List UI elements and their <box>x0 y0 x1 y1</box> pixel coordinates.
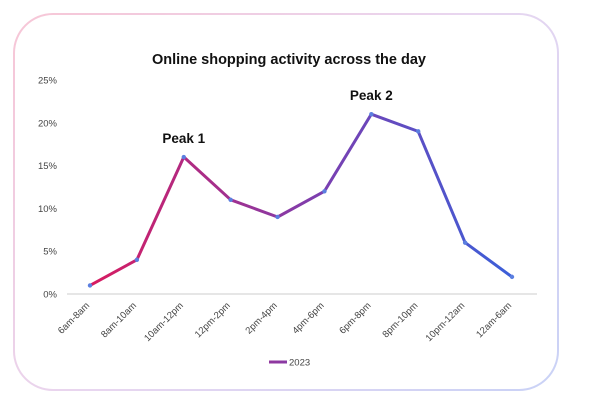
legend: 2023 <box>269 358 310 369</box>
x-tick-label: 8pm-10pm <box>380 300 420 340</box>
data-points <box>87 112 515 288</box>
x-tick-label: 2pm-4pm <box>244 300 280 336</box>
x-tick-label: 8am-10am <box>99 300 139 340</box>
chart-title: Online shopping activity across the day <box>152 52 426 68</box>
x-tick-label: 6pm-8pm <box>337 300 373 336</box>
data-point <box>228 197 233 203</box>
data-point <box>181 154 186 160</box>
y-tick-label: 20% <box>38 118 58 129</box>
x-tick-label: 12pm-2pm <box>193 300 233 340</box>
data-point <box>369 112 374 117</box>
y-tick-label: 10% <box>38 204 58 215</box>
y-tick-label: 0% <box>43 290 57 301</box>
x-tick-label: 10am-12pm <box>142 300 186 344</box>
data-point <box>322 189 327 194</box>
data-point <box>462 240 468 245</box>
x-tick-label: 12am-6am <box>474 300 514 340</box>
data-point <box>87 283 93 288</box>
x-axis-ticks: 6am-8am 8am-10am 10am-12pm 12pm-2pm 2pm-4pm 4… <box>56 300 514 344</box>
data-point <box>134 257 140 262</box>
y-tick-label: 25% <box>38 76 58 87</box>
y-axis-ticks: 0% 5% 10% 15% 20% 25% <box>38 76 58 301</box>
y-tick-label: 5% <box>43 247 57 258</box>
data-point <box>416 129 421 134</box>
y-tick-label: 15% <box>38 161 58 172</box>
chart-card <box>13 13 559 391</box>
data-point <box>509 274 515 280</box>
series-line-2023 <box>88 112 514 287</box>
peak-annotation: Peak 1 <box>162 131 205 146</box>
legend-label: 2023 <box>289 358 310 369</box>
x-tick-label: 4pm-6pm <box>290 300 326 336</box>
data-point <box>275 214 280 220</box>
x-tick-label: 10pm-12am <box>424 300 468 344</box>
x-tick-label: 6am-8am <box>56 300 92 336</box>
chart-annotations: Peak 1 Peak 2 <box>162 88 392 146</box>
peak-annotation: Peak 2 <box>350 88 393 103</box>
